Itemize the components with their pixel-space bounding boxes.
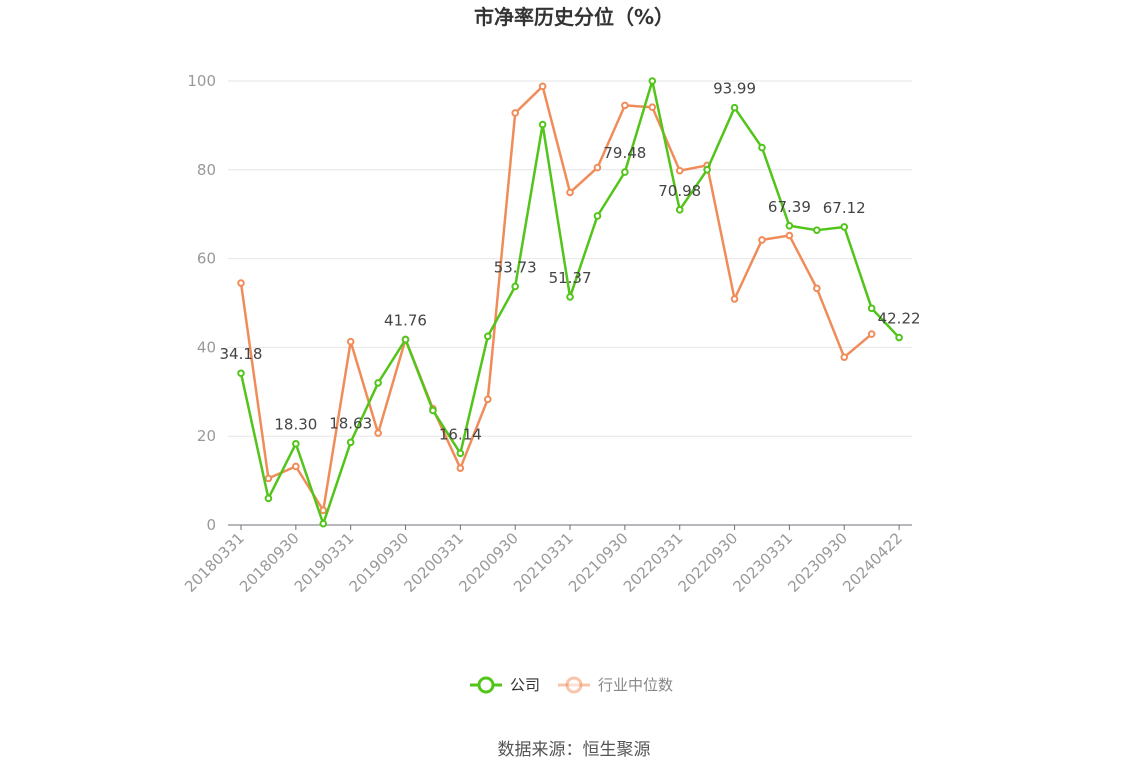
data-point[interactable] — [675, 166, 684, 175]
data-label: 34.18 — [220, 345, 263, 363]
series-layer — [237, 77, 903, 528]
data-point[interactable] — [429, 406, 437, 415]
data-label: 51.37 — [549, 269, 592, 287]
data-point[interactable] — [319, 519, 328, 528]
data-point[interactable] — [483, 395, 492, 404]
data-point[interactable] — [758, 236, 766, 244]
data-point[interactable] — [237, 279, 245, 287]
data-point[interactable] — [538, 120, 547, 129]
source-note: 数据来源：恒生聚源 — [498, 740, 651, 760]
legend[interactable]: 公司 行业中位数 — [470, 676, 673, 694]
data-label: 16.14 — [439, 425, 482, 443]
y-tick-label: 20 — [197, 427, 216, 445]
data-point[interactable] — [813, 226, 821, 234]
data-point[interactable] — [730, 103, 739, 112]
data-point[interactable] — [456, 464, 465, 472]
data-point[interactable] — [840, 353, 849, 361]
x-tick-label: 20240422 — [839, 529, 906, 596]
data-labels: 34.18 18.30 18.63 41.76 16.14 53.73 51.37 79.48… — [220, 80, 921, 444]
data-point[interactable] — [593, 163, 602, 172]
data-point[interactable] — [648, 77, 657, 85]
data-point[interactable] — [840, 223, 849, 231]
data-label: 18.30 — [274, 416, 317, 434]
data-point[interactable] — [785, 231, 794, 240]
data-point[interactable] — [346, 337, 355, 346]
data-label: 70.98 — [658, 182, 701, 200]
y-tick-label: 80 — [197, 161, 216, 179]
data-label: 67.39 — [768, 198, 811, 216]
series-line — [239, 79, 900, 525]
data-point[interactable] — [648, 103, 657, 111]
data-point[interactable] — [374, 379, 382, 387]
data-point[interactable] — [621, 168, 629, 176]
data-point[interactable] — [703, 166, 711, 174]
data-point[interactable] — [346, 438, 355, 447]
y-tick-label: 40 — [197, 338, 216, 356]
series-line — [239, 85, 873, 512]
data-label: 67.12 — [823, 199, 866, 217]
data-label: 42.22 — [878, 310, 921, 328]
data-label: 79.48 — [603, 144, 646, 162]
data-point[interactable] — [785, 221, 794, 230]
data-point[interactable] — [511, 282, 520, 291]
y-tick-label: 60 — [197, 250, 216, 268]
legend-item-company[interactable]: 公司 — [470, 676, 540, 694]
y-tick-label: 0 — [206, 516, 216, 534]
data-point[interactable] — [292, 462, 300, 471]
data-point[interactable] — [593, 212, 602, 220]
data-point[interactable] — [566, 188, 574, 197]
legend-marker-company — [477, 676, 495, 694]
grid — [228, 80, 912, 437]
legend-item-industry-median[interactable]: 行业中位数 — [558, 676, 673, 694]
data-point[interactable] — [621, 101, 629, 110]
chart-title: 市净率历史分位（%） — [474, 5, 674, 29]
data-point[interactable] — [319, 506, 328, 515]
data-point[interactable] — [813, 284, 821, 293]
series-industry-median — [237, 82, 876, 515]
data-point[interactable] — [511, 109, 520, 117]
data-point[interactable] — [758, 143, 766, 152]
data-label: 93.99 — [713, 80, 756, 98]
data-point[interactable] — [730, 295, 739, 303]
data-point[interactable] — [237, 369, 245, 378]
legend-label-industry-median: 行业中位数 — [598, 676, 673, 694]
data-label: 18.63 — [329, 414, 372, 432]
data-point[interactable] — [675, 206, 684, 214]
data-point[interactable] — [867, 304, 876, 313]
data-point[interactable] — [456, 449, 465, 458]
data-label: 53.73 — [494, 258, 537, 276]
data-point[interactable] — [264, 474, 273, 483]
series-company — [237, 77, 903, 528]
legend-label-company: 公司 — [510, 676, 540, 694]
legend-marker-industry-median — [565, 676, 583, 694]
data-point[interactable] — [538, 82, 547, 91]
y-tick-label: 100 — [187, 72, 216, 90]
data-point[interactable] — [292, 439, 300, 448]
data-point[interactable] — [374, 429, 382, 437]
data-point[interactable] — [264, 494, 273, 503]
data-point[interactable] — [483, 332, 492, 341]
data-point[interactable] — [566, 293, 574, 301]
data-point[interactable] — [895, 333, 903, 342]
data-point[interactable] — [401, 335, 410, 344]
data-point[interactable] — [867, 330, 876, 338]
data-label: 41.76 — [384, 312, 427, 330]
